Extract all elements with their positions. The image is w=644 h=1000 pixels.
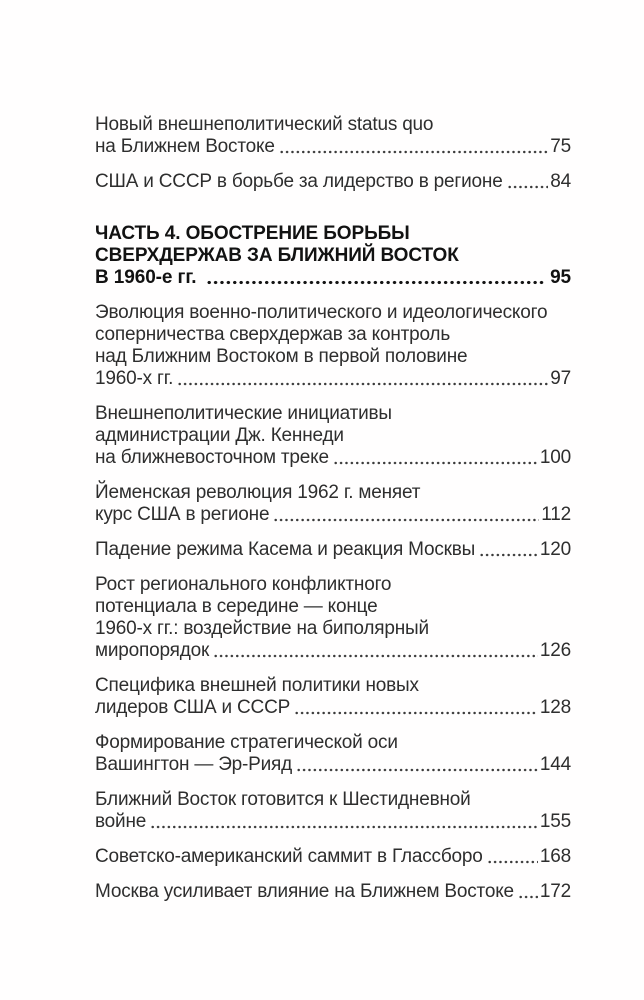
toc-entry: Рост регионального конфликтного потенциал… <box>95 574 571 662</box>
page-number: 95 <box>550 267 571 288</box>
dot-leader <box>332 447 538 469</box>
toc-entry: США и СССР в борьбе за лидерство в регио… <box>95 171 571 193</box>
toc-section-header: ЧАСТЬ 4. ОБОСТРЕНИЕ БОРЬБЫ СВЕРХДЕРЖАВ ЗА… <box>95 223 571 289</box>
page-number: 100 <box>539 447 571 468</box>
toc-entry-title: войне <box>95 811 147 832</box>
page-number: 97 <box>550 368 571 389</box>
toc-entry-last-line: на ближневосточном треке 100 <box>95 447 571 469</box>
toc-entry-title: на Ближнем Востоке <box>95 136 275 157</box>
toc-entry-title: на ближневосточном треке <box>95 447 329 468</box>
page-number: 84 <box>550 171 571 192</box>
toc-entry-title: Москва усиливает влияние на Ближнем Вост… <box>95 881 514 902</box>
toc-entry-last-line: Падение режима Касема и реакция Москвы 12… <box>95 539 571 561</box>
toc-entry-line: соперничества сверхдержав за контроль <box>95 324 451 345</box>
toc-entry-title: лидеров США и СССР <box>95 697 291 718</box>
toc-entry: Падение режима Касема и реакция Москвы 12… <box>95 539 571 561</box>
toc-entry-line: администрации Дж. Кеннеди <box>95 425 344 446</box>
toc-entry: Формирование стратегической оси Вашингтон… <box>95 732 571 776</box>
toc-entry: Советско-американский саммит в Глассборо… <box>95 846 571 868</box>
toc-entry-title: Вашингтон — Эр-Рияд <box>95 754 293 775</box>
toc-entry: Внешнеполитические инициативы администрац… <box>95 403 571 469</box>
toc-entry-last-line: лидеров США и СССР 128 <box>95 697 571 719</box>
page-number: 168 <box>539 846 571 867</box>
toc-entry: Ближний Восток готовится к Шестидневной в… <box>95 789 571 833</box>
toc-entry-last-line: США и СССР в борьбе за лидерство в регио… <box>95 171 571 193</box>
toc-entry-line: Новый внешнеполитический status quo <box>95 114 434 135</box>
page-number: 120 <box>539 539 571 560</box>
dot-leader <box>278 136 549 158</box>
toc-entry: Москва усиливает влияние на Ближнем Вост… <box>95 881 571 903</box>
dot-leader <box>206 267 547 289</box>
toc-entry-last-line: Советско-американский саммит в Глассборо… <box>95 846 571 868</box>
toc-entry-line: ЧАСТЬ 4. ОБОСТРЕНИЕ БОРЬБЫ <box>95 223 410 244</box>
toc-entry-line: потенциала в середине — конце <box>95 596 378 617</box>
page-number: 144 <box>539 754 571 775</box>
toc-entry-line: Формирование стратегической оси <box>95 732 398 753</box>
page-number: 128 <box>539 697 571 718</box>
dot-leader <box>506 171 549 193</box>
dot-leader <box>517 881 538 903</box>
toc-entry-line: Рост регионального конфликтного <box>95 574 392 595</box>
toc-entry-title: миропорядок <box>95 640 210 661</box>
toc-entry-last-line: войне 155 <box>95 811 571 833</box>
dot-leader <box>296 754 538 776</box>
toc-entry: Йеменская революция 1962 г. меняет курс С… <box>95 482 571 526</box>
toc-entry-line: Внешнеполитические инициативы <box>95 403 392 424</box>
toc-entry-line: над Ближним Востоком в первой половине <box>95 346 468 367</box>
page-number: 126 <box>539 640 571 661</box>
toc-entry-title: курс США в регионе <box>95 504 270 525</box>
toc-entry-last-line: миропорядок 126 <box>95 640 571 662</box>
dot-leader <box>479 539 538 561</box>
toc-entry-last-line: Москва усиливает влияние на Ближнем Вост… <box>95 881 571 903</box>
dot-leader <box>486 846 538 868</box>
toc-entry-line: СВЕРХДЕРЖАВ ЗА БЛИЖНИЙ ВОСТОК <box>95 245 459 266</box>
toc-entry-line: Йеменская революция 1962 г. меняет <box>95 482 421 503</box>
toc-entry-title: В 1960-е гг. <box>95 267 197 288</box>
toc-entry: Новый внешнеполитический status quo на Бл… <box>95 114 571 158</box>
page-number: 112 <box>541 504 571 525</box>
dot-leader <box>213 640 538 662</box>
dot-leader <box>294 697 538 719</box>
page-number: 75 <box>550 136 571 157</box>
toc-entry-line: Ближний Восток готовится к Шестидневной <box>95 789 471 810</box>
toc-entry-last-line: В 1960-е гг. 95 <box>95 267 571 289</box>
toc-entry-last-line: на Ближнем Востоке 75 <box>95 136 571 158</box>
page-number: 155 <box>539 811 571 832</box>
toc-entry-last-line: курс США в регионе 112 <box>95 504 571 526</box>
toc-entry-title: Советско-американский саммит в Глассборо <box>95 846 483 867</box>
toc-entry-line: Эволюция военно-политического и идеологи… <box>95 302 548 323</box>
toc-entry: Эволюция военно-политического и идеологи… <box>95 302 571 390</box>
dot-leader <box>177 368 549 390</box>
toc-entry-title: Падение режима Касема и реакция Москвы <box>95 539 476 560</box>
toc-entry-title: США и СССР в борьбе за лидерство в регио… <box>95 171 503 192</box>
toc-entry-line: Специфика внешней политики новых <box>95 675 419 696</box>
toc-list: Новый внешнеполитический status quo на Бл… <box>95 114 571 916</box>
toc-entry-title: 1960-х гг. <box>95 368 174 389</box>
dot-leader <box>150 811 538 833</box>
toc-entry-last-line: Вашингтон — Эр-Рияд 144 <box>95 754 571 776</box>
dot-leader <box>273 504 540 526</box>
page-number: 172 <box>539 881 571 902</box>
toc-entry: Специфика внешней политики новых лидеров … <box>95 675 571 719</box>
toc-entry-line: 1960-х гг.: воздействие на биполярный <box>95 618 429 639</box>
toc-entry-last-line: 1960-х гг. 97 <box>95 368 571 390</box>
